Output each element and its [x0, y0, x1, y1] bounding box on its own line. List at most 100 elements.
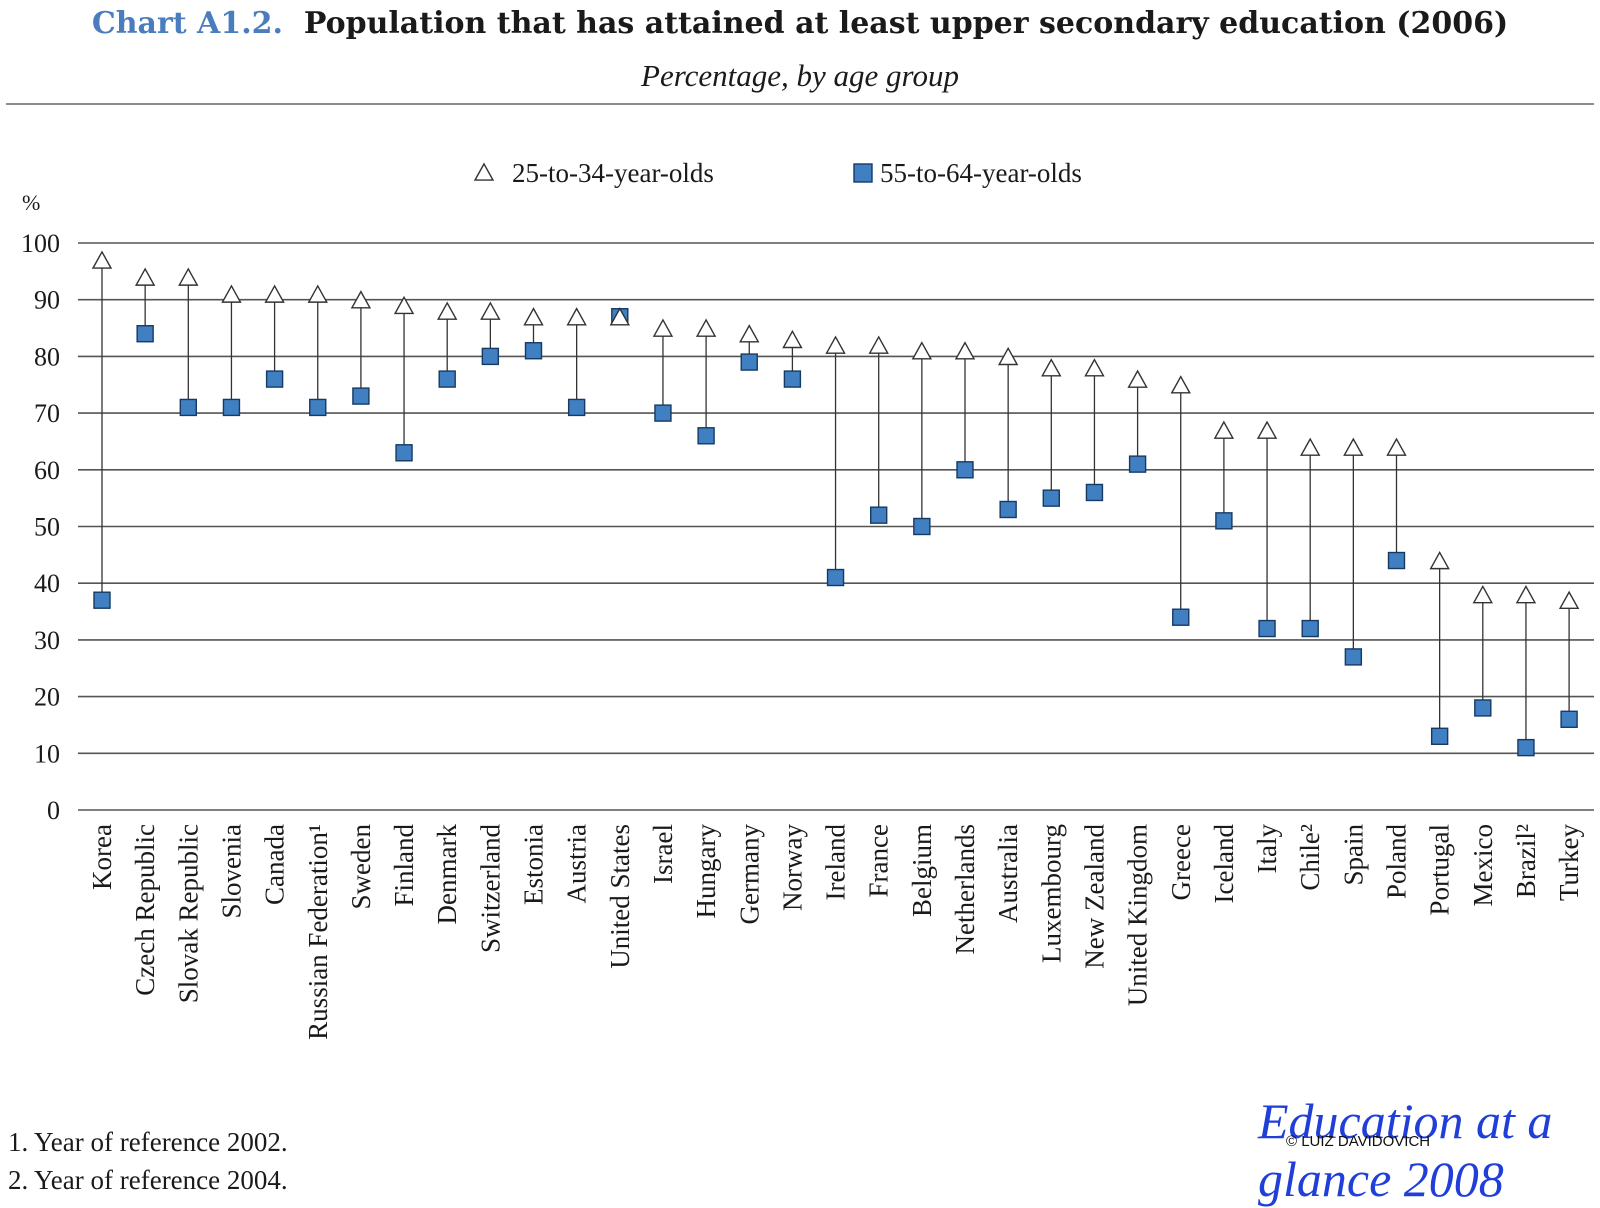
- marker-25-to-34: [1558, 590, 1580, 610]
- marker-25-to-34: [221, 284, 242, 303]
- marker-25-to-34: [1127, 369, 1148, 388]
- marker-25-to-34: [1041, 358, 1062, 377]
- marker-55-to-64: [783, 370, 802, 388]
- marker-25-to-34: [566, 307, 587, 326]
- x-tick-label: France: [864, 824, 894, 897]
- x-tick-label: Norway: [777, 824, 807, 911]
- marker-55-to-64: [438, 370, 456, 388]
- x-tick-label: New Zealand: [1079, 824, 1109, 969]
- legend-square-icon: [853, 163, 873, 183]
- chart-title: Chart A1.2. Population that has attained…: [0, 6, 1600, 41]
- marker-25-to-34: [1300, 437, 1321, 456]
- y-tick-label: 0: [47, 796, 60, 825]
- footnote-2: 2. Year of reference 2004.: [8, 1165, 288, 1195]
- marker-25-to-34: [1170, 375, 1191, 394]
- x-axis-labels: Korea Czech Republic Slovak Republic Sloven…: [87, 824, 1584, 1040]
- x-tick-label: Greece: [1166, 824, 1196, 900]
- marker-25-to-34: [178, 267, 199, 286]
- marker-25-to-34: [1084, 358, 1105, 377]
- marker-25-to-34: [652, 318, 674, 337]
- x-tick-label: Portugal: [1425, 824, 1455, 916]
- x-tick-label: Switzerland: [475, 824, 505, 953]
- y-axis: 0 10 20 30 40 50 60 70 80 90 100%: [21, 190, 60, 825]
- marker-25-to-34: [480, 301, 501, 320]
- y-tick-label: 60: [34, 456, 60, 485]
- marker-25-to-34: [782, 329, 803, 349]
- y-axis-unit-label: %: [22, 190, 40, 215]
- y-tick-label: 20: [34, 683, 60, 712]
- marker-25-to-34: [997, 346, 1019, 366]
- watermark-line-1: Education at a: [1258, 1093, 1553, 1149]
- marker-55-to-64: [1215, 512, 1233, 530]
- footnote-1: 1. Year of reference 2002.: [8, 1127, 288, 1157]
- marker-25-to-34: [1515, 584, 1537, 604]
- marker-25-to-34: [1256, 420, 1278, 439]
- marker-55-to-64: [870, 506, 888, 524]
- x-tick-label: Austria: [562, 824, 592, 904]
- marker-55-to-64: [1301, 619, 1319, 638]
- range-lines: [101, 268, 1570, 748]
- x-tick-label: Finland: [389, 824, 419, 907]
- marker-55-to-64: [913, 517, 931, 536]
- copyright-notice: © LUIZ DAVIDOVICH: [1286, 1133, 1431, 1150]
- marker-25-to-34: [1386, 437, 1407, 456]
- x-tick-label: Mexico: [1468, 824, 1498, 906]
- y-tick-label: 90: [34, 286, 60, 315]
- x-tick-label: Korea: [87, 824, 117, 890]
- marker-25-to-34: [393, 295, 415, 315]
- marker-25-to-34: [954, 341, 976, 360]
- marker-55-to-64: [1387, 551, 1406, 570]
- marker-55-to-64: [309, 398, 327, 417]
- marker-25-to-34: [1343, 437, 1364, 456]
- marker-25-to-34: [307, 284, 328, 303]
- marker-55-to-64: [956, 461, 974, 479]
- y-tick-label: 50: [34, 513, 60, 542]
- marker-25-to-34: [1429, 550, 1450, 570]
- marker-55-to-64: [524, 342, 543, 360]
- x-tick-label: Sweden: [346, 824, 376, 910]
- marker-55-to-64: [1042, 489, 1061, 507]
- marker-55-to-64: [265, 370, 284, 388]
- legend-label-25-to-34: 25-to-34-year-olds: [512, 158, 714, 188]
- x-tick-label: Netherlands: [950, 824, 980, 954]
- x-tick-label: Germany: [734, 824, 764, 925]
- marker-55-to-64: [1430, 727, 1449, 745]
- marker-25-to-34: [739, 324, 760, 343]
- marker-55-to-64: [826, 568, 845, 587]
- marker-25-to-34: [134, 267, 156, 286]
- x-tick-label: Belgium: [907, 824, 937, 917]
- marker-25-to-34: [911, 341, 933, 360]
- marker-55-to-64: [1560, 710, 1578, 728]
- marker-55-to-64: [481, 347, 500, 366]
- chart-number-label: Chart A1.2.: [91, 6, 283, 41]
- y-tick-label: 30: [34, 626, 60, 655]
- marker-25-to-34: [868, 335, 889, 354]
- y-tick-label: 70: [34, 399, 60, 428]
- marker-25-to-34: [1213, 420, 1235, 439]
- x-tick-label: Brazil²: [1511, 824, 1541, 898]
- header-divider: [6, 103, 1594, 105]
- dot-range-chart: 0 10 20 30 40 50 60 70 80 90 100% Korea Czech Repub…: [21, 158, 1594, 1040]
- marker-55-to-64: [740, 353, 758, 371]
- marker-55-to-64: [1128, 455, 1147, 473]
- x-tick-label: Iceland: [1209, 824, 1239, 904]
- y-tick-label: 40: [34, 569, 60, 598]
- marker-55-to-64: [1258, 619, 1276, 638]
- marker-55-to-64: [352, 387, 370, 405]
- x-tick-label: Czech Republic: [130, 824, 160, 996]
- marker-25-to-34: [437, 301, 458, 320]
- marker-55-to-64: [395, 444, 413, 462]
- marker-55-to-64: [1344, 648, 1363, 666]
- y-tick-label: 10: [34, 739, 60, 768]
- x-tick-label: Spain: [1338, 824, 1368, 886]
- marker-25-to-34: [264, 284, 285, 303]
- x-tick-label: Estonia: [519, 824, 549, 905]
- marker-25-to-34: [91, 250, 113, 269]
- legend-triangle-icon: [473, 162, 495, 181]
- marker-25-to-34: [523, 307, 544, 326]
- x-tick-label: Ireland: [821, 824, 851, 901]
- marker-55-to-64: [697, 427, 715, 445]
- x-tick-label: Russian Federation¹: [303, 824, 333, 1040]
- marker-55-to-64: [1085, 483, 1104, 502]
- marker-55-to-64: [1172, 608, 1190, 626]
